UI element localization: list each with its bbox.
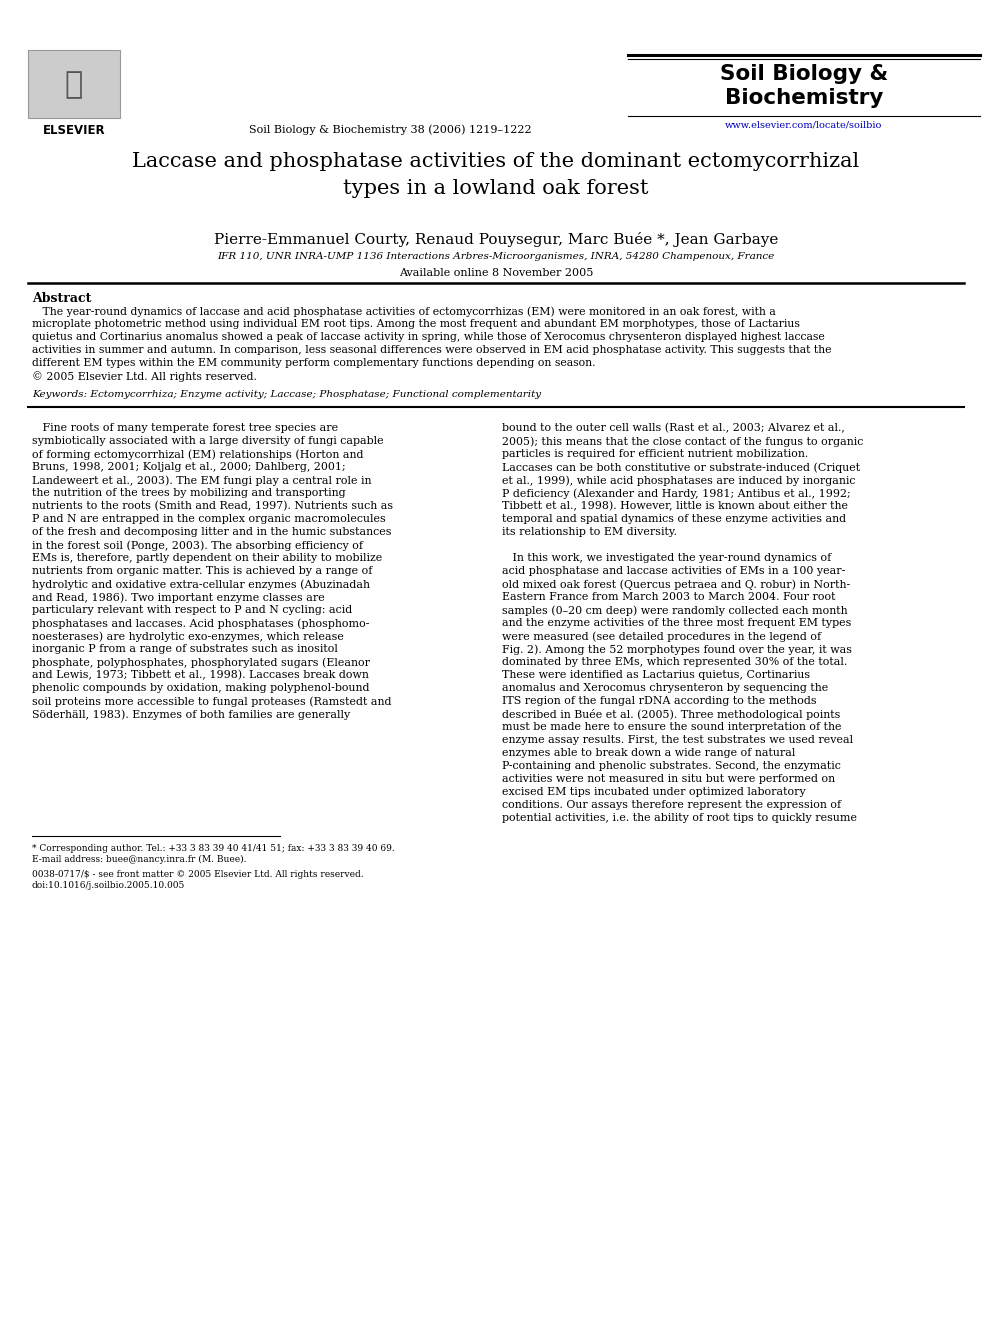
Text: temporal and spatial dynamics of these enzyme activities and: temporal and spatial dynamics of these e… [502, 515, 846, 524]
Text: of forming ectomycorrhizal (EM) relationships (Horton and: of forming ectomycorrhizal (EM) relation… [32, 448, 363, 459]
Text: P deficiency (Alexander and Hardy, 1981; Antibus et al., 1992;: P deficiency (Alexander and Hardy, 1981;… [502, 488, 850, 499]
Text: et al., 1999), while acid phosphatases are induced by inorganic: et al., 1999), while acid phosphatases a… [502, 475, 855, 486]
Text: and the enzyme activities of the three most frequent EM types: and the enzyme activities of the three m… [502, 618, 851, 628]
Text: dominated by three EMs, which represented 30% of the total.: dominated by three EMs, which represente… [502, 658, 847, 667]
Text: particulary relevant with respect to P and N cycling: acid: particulary relevant with respect to P a… [32, 605, 352, 615]
Text: © 2005 Elsevier Ltd. All rights reserved.: © 2005 Elsevier Ltd. All rights reserved… [32, 370, 257, 382]
Text: excised EM tips incubated under optimized laboratory: excised EM tips incubated under optimize… [502, 787, 806, 796]
Text: The year-round dynamics of laccase and acid phosphatase activities of ectomycorr: The year-round dynamics of laccase and a… [32, 306, 776, 316]
Text: * Corresponding author. Tel.: +33 3 83 39 40 41/41 51; fax: +33 3 83 39 40 69.: * Corresponding author. Tel.: +33 3 83 3… [32, 844, 395, 853]
Text: enzyme assay results. First, the test substrates we used reveal: enzyme assay results. First, the test su… [502, 736, 853, 745]
Text: nutrients from organic matter. This is achieved by a range of: nutrients from organic matter. This is a… [32, 566, 372, 576]
Text: ELSEVIER: ELSEVIER [43, 124, 105, 138]
Text: Pierre-Emmanuel Courty, Renaud Pouysegur, Marc Buée *, Jean Garbaye: Pierre-Emmanuel Courty, Renaud Pouysegur… [214, 232, 778, 247]
Text: Eastern France from March 2003 to March 2004. Four root: Eastern France from March 2003 to March … [502, 591, 835, 602]
Text: conditions. Our assays therefore represent the expression of: conditions. Our assays therefore represe… [502, 800, 841, 810]
Text: Available online 8 November 2005: Available online 8 November 2005 [399, 269, 593, 278]
Text: phosphate, polyphosphates, phosphorylated sugars (Eleanor: phosphate, polyphosphates, phosphorylate… [32, 658, 370, 668]
Text: Fine roots of many temperate forest tree species are: Fine roots of many temperate forest tree… [32, 423, 338, 433]
Text: must be made here to ensure the sound interpretation of the: must be made here to ensure the sound in… [502, 722, 841, 732]
Text: anomalus and Xerocomus chrysenteron by sequencing the: anomalus and Xerocomus chrysenteron by s… [502, 683, 828, 693]
Bar [28, 50, 120, 118]
Text: acid phosphatase and laccase activities of EMs in a 100 year-: acid phosphatase and laccase activities … [502, 566, 845, 576]
Text: quietus and Cortinarius anomalus showed a peak of laccase activity in spring, wh: quietus and Cortinarius anomalus showed … [32, 332, 824, 343]
Text: phenolic compounds by oxidation, making polyphenol-bound: phenolic compounds by oxidation, making … [32, 683, 369, 693]
Text: samples (0–20 cm deep) were randomly collected each month: samples (0–20 cm deep) were randomly col… [502, 605, 847, 615]
Text: enzymes able to break down a wide range of natural: enzymes able to break down a wide range … [502, 747, 796, 758]
Text: were measured (see detailed procedures in the legend of: were measured (see detailed procedures i… [502, 631, 821, 642]
Text: nutrients to the roots (Smith and Read, 1997). Nutrients such as: nutrients to the roots (Smith and Read, … [32, 501, 393, 512]
Text: Keywords: Ectomycorrhiza; Enzyme activity; Laccase; Phosphatase; Functional comp: Keywords: Ectomycorrhiza; Enzyme activit… [32, 390, 541, 400]
Text: described in Buée et al. (2005). Three methodological points: described in Buée et al. (2005). Three m… [502, 709, 840, 720]
Text: Laccase and phosphatase activities of the dominant ectomycorrhizal
types in a lo: Laccase and phosphatase activities of th… [132, 152, 860, 197]
Text: Soil Biology & Biochemistry 38 (2006) 1219–1222: Soil Biology & Biochemistry 38 (2006) 12… [249, 124, 532, 135]
Text: Soil Biology &: Soil Biology & [720, 64, 888, 83]
Text: different EM types within the EM community perform complementary functions depen: different EM types within the EM communi… [32, 359, 595, 368]
Text: ITS region of the fungal rDNA according to the methods: ITS region of the fungal rDNA according … [502, 696, 816, 706]
Text: of the fresh and decomposing litter and in the humic substances: of the fresh and decomposing litter and … [32, 527, 392, 537]
Text: potential activities, i.e. the ability of root tips to quickly resume: potential activities, i.e. the ability o… [502, 814, 857, 823]
Text: its relationship to EM diversity.: its relationship to EM diversity. [502, 527, 677, 537]
Text: and Read, 1986). Two important enzyme classes are: and Read, 1986). Two important enzyme cl… [32, 591, 324, 602]
Text: microplate photometric method using individual EM root tips. Among the most freq: microplate photometric method using indi… [32, 319, 800, 329]
Text: Bruns, 1998, 2001; Koljalg et al., 2000; Dahlberg, 2001;: Bruns, 1998, 2001; Koljalg et al., 2000;… [32, 462, 345, 472]
Text: Tibbett et al., 1998). However, little is known about either the: Tibbett et al., 1998). However, little i… [502, 501, 848, 512]
Text: symbiotically associated with a large diversity of fungi capable: symbiotically associated with a large di… [32, 437, 384, 446]
Text: old mixed oak forest (Quercus petraea and Q. robur) in North-: old mixed oak forest (Quercus petraea an… [502, 579, 850, 590]
Text: activities in summer and autumn. In comparison, less seasonal differences were o: activities in summer and autumn. In comp… [32, 345, 831, 355]
Text: P and N are entrapped in the complex organic macromolecules: P and N are entrapped in the complex org… [32, 515, 386, 524]
Text: Söderhäll, 1983). Enzymes of both families are generally: Söderhäll, 1983). Enzymes of both famili… [32, 709, 350, 720]
Text: phosphatases and laccases. Acid phosphatases (phosphomo-: phosphatases and laccases. Acid phosphat… [32, 618, 369, 628]
Text: E-mail address: buee@nancy.inra.fr (M. Buee).: E-mail address: buee@nancy.inra.fr (M. B… [32, 855, 246, 864]
Text: noesterases) are hydrolytic exo-enzymes, which release: noesterases) are hydrolytic exo-enzymes,… [32, 631, 344, 642]
Text: particles is required for efficient nutrient mobilization.: particles is required for efficient nutr… [502, 448, 808, 459]
Text: Abstract: Abstract [32, 292, 91, 306]
Text: 0038-0717/$ - see front matter © 2005 Elsevier Ltd. All rights reserved.: 0038-0717/$ - see front matter © 2005 El… [32, 871, 364, 878]
Text: hydrolytic and oxidative extra-cellular enzymes (Abuzinadah: hydrolytic and oxidative extra-cellular … [32, 579, 370, 590]
Text: These were identified as Lactarius quietus, Cortinarius: These were identified as Lactarius quiet… [502, 669, 810, 680]
Text: P-containing and phenolic substrates. Second, the enzymatic: P-containing and phenolic substrates. Se… [502, 761, 841, 771]
Text: www.elsevier.com/locate/soilbio: www.elsevier.com/locate/soilbio [725, 120, 883, 130]
Text: Laccases can be both constitutive or substrate-induced (Criquet: Laccases can be both constitutive or sub… [502, 462, 860, 472]
Text: 2005); this means that the close contact of the fungus to organic: 2005); this means that the close contact… [502, 437, 863, 447]
Text: in the forest soil (Ponge, 2003). The absorbing efficiency of: in the forest soil (Ponge, 2003). The ab… [32, 540, 363, 550]
Text: the nutrition of the trees by mobilizing and transporting: the nutrition of the trees by mobilizing… [32, 488, 345, 497]
Text: Fig. 2). Among the 52 morphotypes found over the year, it was: Fig. 2). Among the 52 morphotypes found … [502, 644, 852, 655]
Text: soil proteins more accessible to fungal proteases (Ramstedt and: soil proteins more accessible to fungal … [32, 696, 392, 706]
Text: and Lewis, 1973; Tibbett et al., 1998). Laccases break down: and Lewis, 1973; Tibbett et al., 1998). … [32, 669, 369, 680]
Text: doi:10.1016/j.soilbio.2005.10.005: doi:10.1016/j.soilbio.2005.10.005 [32, 881, 186, 890]
Text: inorganic P from a range of substrates such as inositol: inorganic P from a range of substrates s… [32, 644, 338, 654]
Text: EMs is, therefore, partly dependent on their ability to mobilize: EMs is, therefore, partly dependent on t… [32, 553, 382, 564]
Text: activities were not measured in situ but were performed on: activities were not measured in situ but… [502, 774, 835, 785]
Text: bound to the outer cell walls (Rast et al., 2003; Alvarez et al.,: bound to the outer cell walls (Rast et a… [502, 423, 845, 434]
Text: In this work, we investigated the year-round dynamics of: In this work, we investigated the year-r… [502, 553, 831, 564]
Text: Biochemistry: Biochemistry [725, 89, 883, 108]
Text: IFR 110, UNR INRA-UMP 1136 Interactions Arbres-Microorganismes, INRA, 54280 Cham: IFR 110, UNR INRA-UMP 1136 Interactions … [217, 251, 775, 261]
Text: 🌳: 🌳 [64, 70, 83, 99]
Text: Landeweert et al., 2003). The EM fungi play a central role in: Landeweert et al., 2003). The EM fungi p… [32, 475, 371, 486]
